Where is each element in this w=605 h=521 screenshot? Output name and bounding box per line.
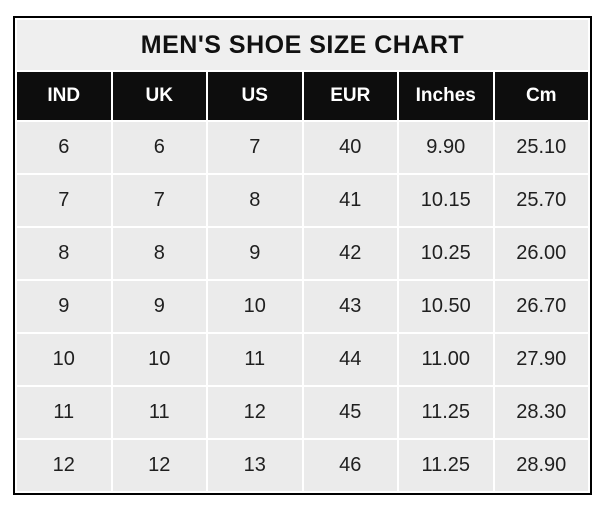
- column-header-us: US: [208, 72, 302, 120]
- cell-us: 11: [208, 334, 302, 385]
- cell-cm: 25.10: [494, 122, 588, 173]
- shoe-size-chart-table: MEN'S SHOE SIZE CHART IND UK US EUR Inch…: [13, 16, 592, 495]
- cell-inches: 11.25: [399, 440, 493, 491]
- cell-uk: 11: [112, 387, 206, 438]
- column-header-ind: IND: [17, 72, 111, 120]
- cell-ind: 9: [17, 281, 111, 332]
- cell-uk: 12: [112, 440, 206, 491]
- table-row: 11 11 12 45 11.25 28.30: [17, 387, 588, 438]
- cell-uk: 9: [112, 281, 206, 332]
- cell-inches: 9.90: [399, 122, 493, 173]
- title-row: MEN'S SHOE SIZE CHART: [17, 20, 588, 70]
- cell-eur: 44: [303, 334, 397, 385]
- cell-eur: 43: [303, 281, 397, 332]
- column-header-inches: Inches: [399, 72, 493, 120]
- chart-title: MEN'S SHOE SIZE CHART: [17, 20, 588, 70]
- cell-inches: 10.15: [399, 175, 493, 226]
- cell-cm: 28.30: [494, 387, 588, 438]
- table-row: 8 8 9 42 10.25 26.00: [17, 228, 588, 279]
- cell-inches: 10.25: [399, 228, 493, 279]
- cell-inches: 11.25: [399, 387, 493, 438]
- cell-us: 12: [208, 387, 302, 438]
- cell-cm: 28.90: [494, 440, 588, 491]
- cell-us: 8: [208, 175, 302, 226]
- cell-cm: 25.70: [494, 175, 588, 226]
- table-row: 9 9 10 43 10.50 26.70: [17, 281, 588, 332]
- cell-ind: 8: [17, 228, 111, 279]
- cell-us: 10: [208, 281, 302, 332]
- cell-eur: 46: [303, 440, 397, 491]
- cell-uk: 6: [112, 122, 206, 173]
- cell-us: 9: [208, 228, 302, 279]
- cell-inches: 11.00: [399, 334, 493, 385]
- cell-uk: 7: [112, 175, 206, 226]
- cell-cm: 26.70: [494, 281, 588, 332]
- cell-ind: 11: [17, 387, 111, 438]
- cell-ind: 10: [17, 334, 111, 385]
- cell-us: 13: [208, 440, 302, 491]
- table-row: 12 12 13 46 11.25 28.90: [17, 440, 588, 491]
- cell-eur: 45: [303, 387, 397, 438]
- cell-eur: 42: [303, 228, 397, 279]
- table-row: 10 10 11 44 11.00 27.90: [17, 334, 588, 385]
- cell-cm: 27.90: [494, 334, 588, 385]
- cell-eur: 40: [303, 122, 397, 173]
- cell-inches: 10.50: [399, 281, 493, 332]
- cell-ind: 12: [17, 440, 111, 491]
- column-header-eur: EUR: [303, 72, 397, 120]
- header-row: IND UK US EUR Inches Cm: [17, 72, 588, 120]
- table-row: 6 6 7 40 9.90 25.10: [17, 122, 588, 173]
- cell-ind: 6: [17, 122, 111, 173]
- cell-us: 7: [208, 122, 302, 173]
- cell-uk: 8: [112, 228, 206, 279]
- column-header-cm: Cm: [494, 72, 588, 120]
- cell-eur: 41: [303, 175, 397, 226]
- table-row: 7 7 8 41 10.15 25.70: [17, 175, 588, 226]
- cell-cm: 26.00: [494, 228, 588, 279]
- column-header-uk: UK: [112, 72, 206, 120]
- cell-uk: 10: [112, 334, 206, 385]
- cell-ind: 7: [17, 175, 111, 226]
